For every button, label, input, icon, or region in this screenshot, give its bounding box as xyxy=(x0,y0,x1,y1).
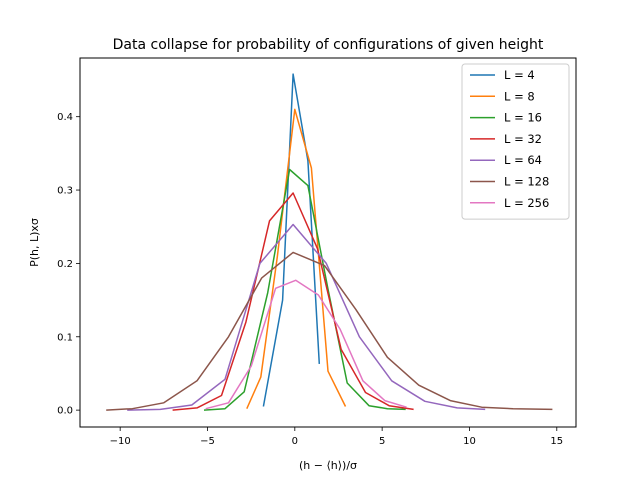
y-tick-label-4: 0.4 xyxy=(57,112,73,123)
x-tick-label-2: 0 xyxy=(292,436,298,447)
legend-label-0: L = 4 xyxy=(504,68,535,82)
plot-area xyxy=(106,73,553,411)
x-tick-label-1: −5 xyxy=(200,436,215,447)
legend-label-1: L = 8 xyxy=(504,89,535,103)
legend-label-3: L = 32 xyxy=(504,132,542,146)
x-tick-label-4: 10 xyxy=(463,436,476,447)
x-tick-label-3: 5 xyxy=(379,436,385,447)
series-line-4 xyxy=(127,223,486,411)
y-tick-label-3: 0.3 xyxy=(57,186,73,197)
x-axis-label: (h − ⟨h⟩)/σ xyxy=(299,459,357,472)
chart-title: Data collapse for probability of configu… xyxy=(113,37,544,53)
series-line-2 xyxy=(203,168,406,411)
y-axis: 0.0 0.1 0.2 0.3 0.4 xyxy=(57,112,80,417)
series-line-1 xyxy=(246,108,347,410)
series-line-3 xyxy=(172,192,414,411)
x-axis: −10 −5 0 5 10 15 xyxy=(110,427,563,447)
series-line-5 xyxy=(106,251,553,411)
y-axis-label: P(h, L)xσ xyxy=(28,218,41,267)
plot-frame xyxy=(79,57,577,428)
y-tick-label-0: 0.0 xyxy=(57,406,73,417)
y-tick-label-1: 0.1 xyxy=(57,332,73,343)
x-tick-label-5: 15 xyxy=(550,436,563,447)
legend: L = 4 L = 8 L = 16 L = 32 L = 64 L = 128 L = 2… xyxy=(461,63,570,220)
series-line-0 xyxy=(262,73,321,407)
y-tick-label-2: 0.2 xyxy=(57,259,73,270)
series-line-6 xyxy=(205,279,407,410)
legend-label-4: L = 64 xyxy=(504,153,542,167)
legend-label-2: L = 16 xyxy=(504,111,542,125)
legend-label-6: L = 256 xyxy=(504,196,549,210)
legend-label-5: L = 128 xyxy=(504,175,549,189)
x-tick-label-0: −10 xyxy=(110,436,131,447)
legend-box xyxy=(461,63,570,220)
